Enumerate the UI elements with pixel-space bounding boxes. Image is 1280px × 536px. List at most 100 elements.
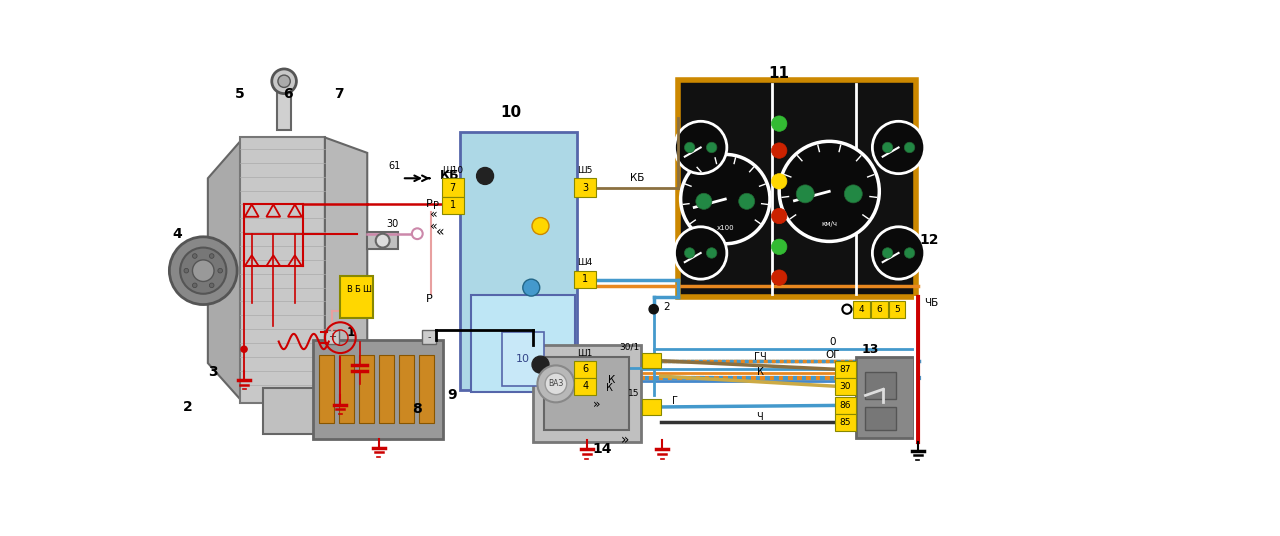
Circle shape: [192, 260, 214, 281]
Bar: [325, 330, 339, 344]
Text: «: «: [436, 225, 444, 239]
Text: 1: 1: [582, 274, 589, 284]
Text: 10: 10: [500, 105, 522, 120]
Text: Ш10: Ш10: [442, 166, 463, 175]
Text: 9: 9: [447, 389, 457, 403]
Text: 14: 14: [593, 442, 612, 456]
Text: P: P: [433, 201, 439, 211]
Circle shape: [271, 69, 297, 94]
Bar: [379, 355, 394, 423]
Bar: [314, 340, 443, 438]
Circle shape: [845, 185, 863, 203]
Text: Б: Б: [355, 285, 360, 294]
Text: 1: 1: [449, 200, 456, 210]
Circle shape: [904, 248, 915, 258]
Circle shape: [184, 269, 188, 273]
Text: 7: 7: [334, 87, 343, 101]
Text: 4: 4: [582, 381, 589, 391]
Text: 2: 2: [183, 400, 193, 414]
Text: 87: 87: [840, 364, 851, 374]
Circle shape: [210, 254, 214, 258]
Text: 12: 12: [919, 233, 940, 247]
Text: P: P: [425, 294, 433, 304]
Bar: [888, 301, 905, 318]
Circle shape: [772, 270, 787, 285]
Text: К: К: [756, 367, 763, 377]
Bar: [835, 397, 856, 414]
Text: 6: 6: [582, 364, 589, 374]
Bar: [460, 132, 577, 390]
Bar: [677, 80, 916, 297]
Text: 3: 3: [209, 366, 218, 379]
Bar: [442, 197, 463, 214]
Bar: [835, 378, 856, 394]
Bar: [575, 378, 596, 394]
Text: -: -: [428, 332, 430, 342]
Circle shape: [772, 239, 787, 255]
Text: Ч: Ч: [756, 412, 763, 422]
Bar: [532, 345, 640, 442]
Circle shape: [192, 283, 197, 288]
Text: 4: 4: [173, 227, 182, 241]
Bar: [854, 301, 870, 318]
Bar: [348, 415, 390, 440]
Bar: [278, 87, 291, 130]
Text: 4: 4: [859, 306, 864, 315]
Circle shape: [904, 142, 915, 153]
Bar: [856, 357, 914, 438]
Circle shape: [685, 248, 695, 258]
Circle shape: [772, 209, 787, 224]
Circle shape: [412, 228, 422, 239]
Text: 10: 10: [516, 354, 530, 364]
Circle shape: [882, 248, 892, 258]
Bar: [575, 271, 596, 288]
Bar: [419, 355, 434, 423]
Circle shape: [842, 304, 851, 314]
Text: 2: 2: [663, 302, 669, 312]
Circle shape: [739, 193, 755, 210]
Polygon shape: [325, 137, 367, 403]
Circle shape: [192, 254, 197, 258]
Circle shape: [681, 154, 771, 244]
Text: Ш5: Ш5: [577, 166, 593, 175]
Circle shape: [532, 218, 549, 234]
Circle shape: [780, 142, 879, 241]
Text: 8: 8: [412, 403, 422, 416]
Text: x100: x100: [717, 225, 735, 231]
Circle shape: [796, 185, 814, 203]
Text: К: К: [608, 375, 616, 385]
Circle shape: [476, 167, 494, 184]
Circle shape: [772, 116, 787, 131]
Text: 86: 86: [840, 401, 851, 410]
Bar: [835, 361, 856, 378]
Text: 85: 85: [840, 418, 851, 427]
Text: 1: 1: [347, 326, 356, 339]
Text: км/ч: км/ч: [822, 221, 837, 227]
Circle shape: [707, 142, 717, 153]
Bar: [471, 295, 575, 392]
Circle shape: [772, 174, 787, 189]
Bar: [442, 178, 463, 197]
Polygon shape: [207, 142, 241, 399]
Bar: [319, 355, 334, 423]
Text: 61: 61: [388, 161, 401, 171]
Bar: [544, 357, 628, 430]
Circle shape: [873, 121, 924, 174]
Bar: [575, 361, 596, 378]
Text: P: P: [425, 199, 433, 210]
Circle shape: [696, 193, 712, 210]
Circle shape: [169, 237, 237, 304]
Bar: [340, 276, 372, 318]
Circle shape: [180, 248, 227, 294]
Text: ВАЗ: ВАЗ: [548, 379, 563, 389]
Text: Ш: Ш: [362, 285, 371, 294]
Circle shape: [685, 142, 695, 153]
Text: 11: 11: [769, 66, 790, 81]
Bar: [399, 355, 415, 423]
Text: «: «: [430, 220, 438, 233]
Text: 0: 0: [829, 337, 836, 346]
Text: К: К: [607, 383, 613, 393]
Text: 30: 30: [387, 219, 399, 229]
Circle shape: [278, 75, 291, 87]
Text: 6: 6: [877, 306, 882, 315]
